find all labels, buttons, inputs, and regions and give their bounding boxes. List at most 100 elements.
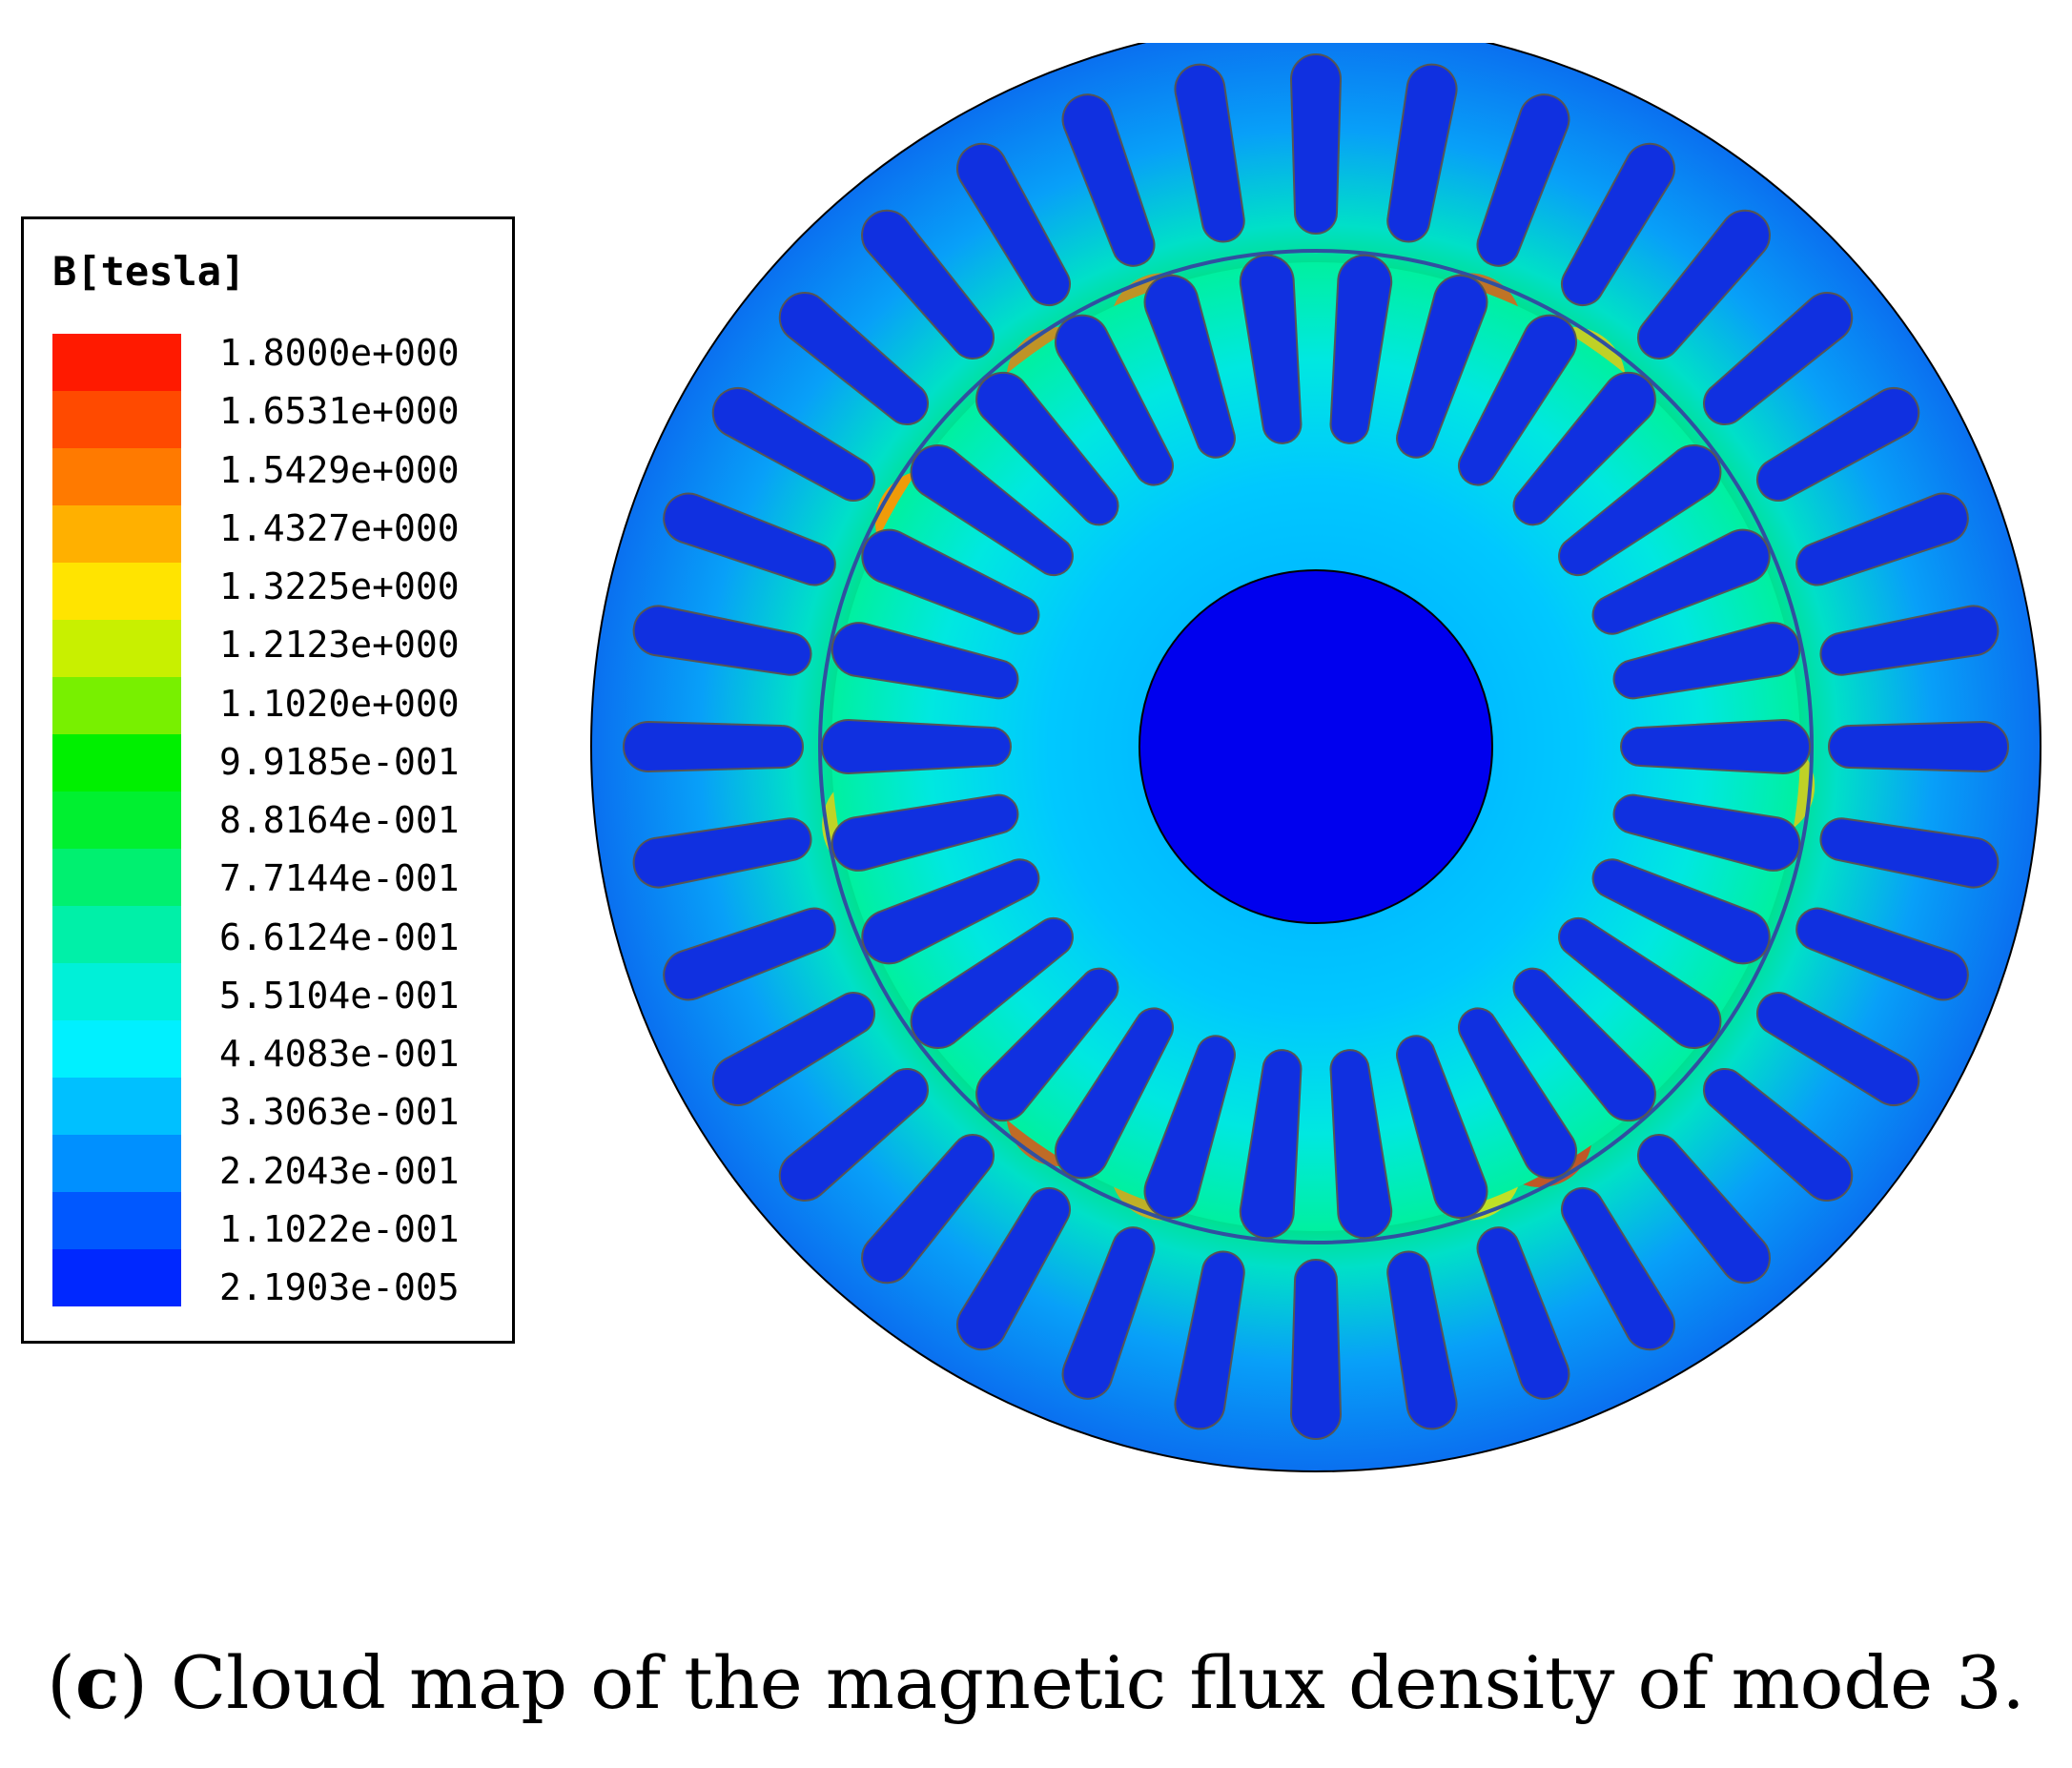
legend-label: 1.1020e+000	[219, 682, 460, 725]
stator-slot	[1636, 209, 1771, 360]
stator-slot	[632, 605, 812, 676]
rotor-slot	[1591, 528, 1771, 635]
rotor-slot	[1512, 371, 1656, 526]
colorbar-band	[52, 734, 181, 792]
stator-slot	[1819, 605, 2000, 676]
stator-slot	[1476, 1226, 1570, 1400]
stator-slot	[1819, 817, 2000, 889]
caption-letter: c	[74, 1640, 120, 1725]
rotor-slot	[975, 371, 1119, 526]
shaft	[1139, 569, 1493, 924]
legend-label: 4.4083e-001	[219, 1033, 460, 1075]
rotor-slot	[1558, 443, 1722, 577]
stator-slot	[1755, 992, 1920, 1106]
rotor-slot	[910, 443, 1074, 577]
colorbar-band	[52, 563, 181, 621]
rotor-slot	[1612, 622, 1801, 700]
legend-label: 3.3063e-001	[219, 1091, 460, 1134]
stator-slot	[1174, 63, 1245, 243]
stator-slot	[711, 387, 876, 502]
rotor-slot	[1458, 314, 1577, 486]
rotor-slot	[831, 622, 1019, 700]
stator-slot	[1561, 142, 1675, 307]
legend-label: 1.3225e+000	[219, 565, 460, 607]
stator-slot	[1174, 1250, 1245, 1430]
stator-slot	[1386, 1250, 1458, 1430]
flux-density-cloud-map	[590, 43, 2041, 1472]
stator-slot	[663, 492, 836, 586]
figure-caption: (c) Cloud map of the magnetic flux densi…	[47, 1640, 2025, 1725]
rotor-slot	[1143, 274, 1236, 459]
rotor-slot	[1143, 1035, 1236, 1220]
stator-slot	[1289, 1259, 1343, 1440]
motor-cross-section	[590, 43, 2041, 1472]
stator-slot	[956, 142, 1071, 307]
stator-slot	[711, 992, 876, 1106]
legend-label: 1.8000e+000	[219, 332, 460, 374]
colorbar-band	[52, 1078, 181, 1136]
rotor-slot	[1591, 858, 1771, 965]
stator-slot	[1702, 1067, 1854, 1202]
colorbar-band	[52, 1020, 181, 1079]
colorbar	[52, 334, 181, 1306]
air-gap-ring	[818, 249, 1814, 1244]
stator-slot	[1636, 1133, 1771, 1285]
rotor-slot	[1558, 916, 1722, 1050]
stator-slot	[778, 1067, 930, 1202]
caption-text: Cloud map of the magnetic flux density o…	[147, 1640, 2025, 1725]
colorbar-band	[52, 391, 181, 449]
legend-label: 2.1903e-005	[219, 1266, 460, 1308]
legend-label: 2.2043e-001	[219, 1149, 460, 1192]
rotor-slot	[1458, 1007, 1577, 1180]
legend-label: 1.2123e+000	[219, 624, 460, 667]
colorbar-band	[52, 1135, 181, 1193]
rotor-slot	[1329, 1049, 1393, 1240]
stator-slot	[1702, 292, 1854, 426]
rotor-slot	[1239, 1049, 1303, 1240]
stator-slot	[861, 209, 995, 360]
rotor-slot	[1612, 793, 1801, 872]
stator-slot	[1795, 907, 1969, 1001]
rotor-slot	[1055, 1007, 1174, 1180]
stator-slot	[861, 1133, 995, 1285]
colorbar-band	[52, 334, 181, 392]
stator-slot	[1795, 492, 1969, 586]
stator-slot	[956, 1186, 1071, 1351]
rotor-slot	[1329, 254, 1393, 444]
legend-label: 1.6531e+000	[219, 390, 460, 433]
legend-label: 6.6124e-001	[219, 915, 460, 958]
rotor-slot	[861, 858, 1040, 965]
rotor-slot	[1396, 274, 1488, 459]
stator-slot	[1476, 93, 1570, 267]
legend-title: B[tesla]	[52, 248, 246, 295]
colorbar-band	[52, 849, 181, 907]
rotor-slot	[831, 793, 1019, 872]
legend-label: 7.7144e-001	[219, 857, 460, 900]
rotor-slot	[1055, 314, 1174, 486]
rotor-slot	[821, 718, 1012, 775]
legend-label: 9.9185e-001	[219, 740, 460, 783]
legend-label: 1.1022e-001	[219, 1207, 460, 1250]
legend-label: 1.5429e+000	[219, 448, 460, 491]
stator-slot	[1289, 53, 1343, 235]
colorbar-band	[52, 505, 181, 564]
rotor-slot	[1396, 1035, 1488, 1220]
stator-slot	[1561, 1186, 1675, 1351]
rotor-slot	[1620, 718, 1811, 775]
rotor-slot	[975, 967, 1119, 1122]
stator-slot	[1828, 720, 2009, 773]
stator-slot	[1061, 93, 1156, 267]
colorbar-band	[52, 906, 181, 964]
colorbar-band	[52, 677, 181, 735]
stator-slot	[623, 720, 804, 773]
stator-slot	[1386, 63, 1458, 243]
colorbar-band	[52, 791, 181, 850]
stator-slot	[1061, 1226, 1156, 1400]
legend-label: 1.4327e+000	[219, 506, 460, 549]
stator-slot	[632, 817, 812, 889]
rotor-slot	[1512, 967, 1656, 1122]
colorbar-band	[52, 963, 181, 1021]
stator-slot	[778, 292, 930, 426]
colorbar-band	[52, 1192, 181, 1250]
stator-slot	[663, 907, 836, 1001]
